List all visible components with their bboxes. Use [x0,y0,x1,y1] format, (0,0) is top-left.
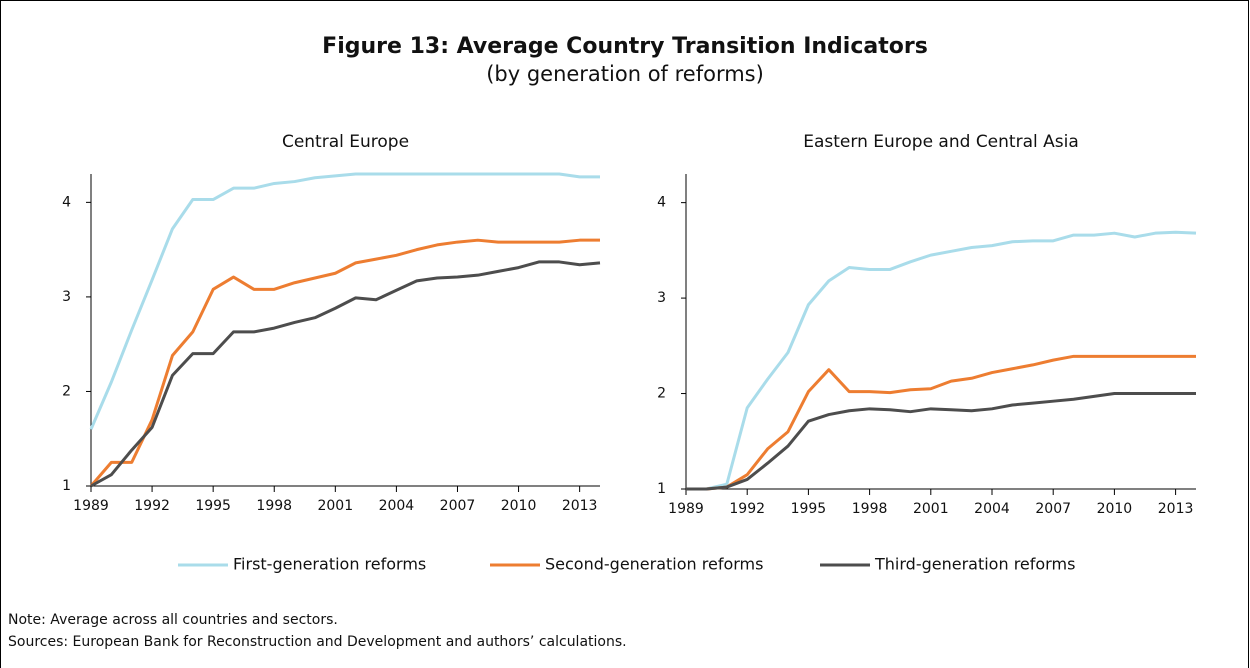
sources: Sources: European Bank for Reconstructio… [8,634,627,650]
x-tick-label: 2010 [501,498,537,514]
x-tick-label: 2001 [913,501,949,517]
y-tick-label: 4 [62,194,71,210]
y-tick-label: 3 [657,290,666,306]
chart-title: Central Europe [282,132,409,152]
series-line [89,172,600,430]
x-tick-label: 1992 [134,498,170,514]
series-line [686,354,1196,491]
y-tick-label: 1 [657,481,666,497]
series-line [686,230,1197,491]
x-tick-label: 2013 [562,498,598,514]
legend-label: Third-generation reforms [874,555,1075,574]
figure-title: Figure 13: Average Country Transition In… [322,34,928,59]
series-line [90,260,601,488]
x-tick-label: 2013 [1158,501,1194,517]
legend-label: First-generation reforms [233,555,426,574]
series-line [686,392,1196,491]
y-tick-label: 1 [62,478,71,494]
y-tick-label: 3 [62,289,71,305]
legend-label: Second-generation reforms [545,555,763,574]
x-tick-label: 2007 [440,498,476,514]
y-tick-label: 2 [657,386,666,402]
x-tick-label: 1995 [195,498,231,514]
x-tick-label: 1992 [729,501,765,517]
x-tick-label: 2004 [974,501,1010,517]
y-tick-label: 2 [62,383,71,399]
x-tick-label: 2001 [317,498,353,514]
x-tick-label: 1998 [256,498,292,514]
x-tick-label: 1989 [668,501,704,517]
figure-subtitle: (by generation of reforms) [486,62,764,86]
x-tick-label: 1995 [791,501,827,517]
x-tick-label: 1989 [73,498,109,514]
series-line [89,238,600,487]
x-tick-label: 2004 [379,498,415,514]
y-tick-label: 4 [657,195,666,211]
note: Note: Average across all countries and s… [8,612,338,628]
x-tick-label: 2007 [1035,501,1071,517]
x-tick-label: 2010 [1097,501,1133,517]
x-tick-label: 1998 [852,501,888,517]
chart-title: Eastern Europe and Central Asia [803,132,1079,152]
